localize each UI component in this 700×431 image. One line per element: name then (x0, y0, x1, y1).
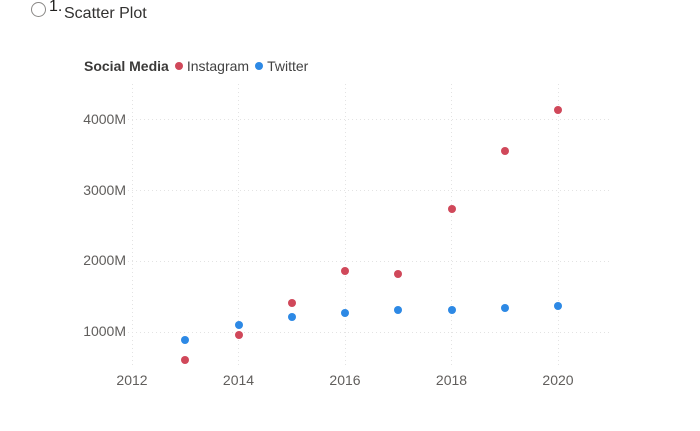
x-axis-tick-label: 2016 (329, 372, 361, 388)
y-axis-tick-label: 3000M (83, 181, 126, 198)
scatter-point-instagram-2013[interactable] (181, 355, 190, 364)
gridline-vertical (451, 84, 452, 365)
scatter-point-twitter-2020[interactable] (554, 302, 562, 311)
chart-legend: Social Media Instagram Twitter (84, 57, 308, 75)
scatter-point-twitter-2016[interactable] (341, 308, 349, 317)
scatter-point-twitter-2015[interactable] (287, 312, 296, 321)
x-axis-tick-label: 2020 (542, 372, 574, 388)
scatter-point-twitter-2017[interactable] (394, 306, 403, 315)
gridline-horizontal (128, 331, 610, 333)
scatter-point-instagram-2017[interactable] (394, 269, 403, 278)
scatter-point-twitter-2013[interactable] (181, 336, 190, 345)
scatter-point-instagram-2014[interactable] (234, 331, 243, 340)
scatter-point-twitter-2014[interactable] (234, 321, 243, 330)
gridline-vertical (557, 84, 559, 365)
y-axis-tick-label: 1000M (83, 323, 126, 340)
gridline-vertical (131, 84, 133, 365)
legend-dot-twitter (255, 62, 264, 70)
legend-item-twitter[interactable]: Twitter (255, 58, 308, 74)
x-axis-tick-label: 2012 (116, 372, 148, 388)
item-label: Scatter Plot (64, 5, 147, 22)
x-axis-tick-label: 2018 (435, 372, 468, 388)
scatter-point-instagram-2016[interactable] (341, 267, 349, 276)
legend-item-label: Twitter (267, 58, 309, 74)
radio-button[interactable] (31, 2, 46, 17)
gridline-vertical (238, 84, 239, 365)
scatter-point-instagram-2015[interactable] (287, 298, 296, 307)
gridline-horizontal (128, 260, 610, 262)
item-number: 1. (49, 0, 63, 15)
scatter-plot-list-item: 1. Scatter Plot (0, 0, 700, 30)
gridline-horizontal (128, 119, 610, 121)
y-axis-tick-label: 2000M (83, 252, 126, 269)
legend-title: Social Media (84, 58, 169, 74)
scatter-point-instagram-2018[interactable] (447, 204, 456, 213)
legend-item-label: Instagram (186, 58, 250, 74)
gridline-vertical (344, 84, 346, 365)
scatter-point-twitter-2018[interactable] (447, 305, 456, 314)
y-axis-tick-label: 4000M (83, 110, 126, 127)
gridline-horizontal (128, 190, 610, 192)
scatter-point-instagram-2020[interactable] (554, 106, 562, 115)
legend-dot-instagram (174, 62, 183, 70)
legend-item-instagram[interactable]: Instagram (174, 58, 250, 74)
scatter-point-instagram-2019[interactable] (500, 146, 509, 155)
scatter-point-twitter-2019[interactable] (500, 304, 509, 313)
x-axis-tick-label: 2014 (222, 372, 255, 388)
